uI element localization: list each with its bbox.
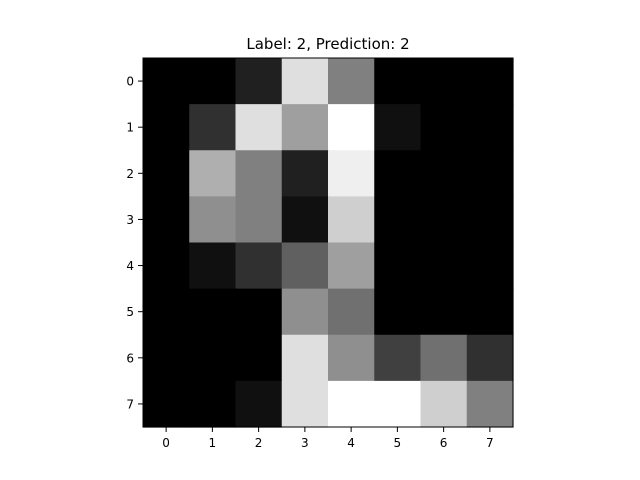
heatmap-cell-r3-c6	[420, 196, 468, 244]
heatmap-cell-r2-c3	[281, 150, 329, 197]
x-axis: 0 1 2 3 4 5 6 7	[162, 427, 494, 450]
heatmap-cell-r0-c0	[143, 58, 190, 105]
heatmap-cell-r0-c5	[374, 58, 422, 105]
y-tick-label-4: 4	[126, 259, 134, 273]
heatmap-cell-r4-c3	[281, 242, 329, 290]
y-tick-label-6: 6	[126, 351, 134, 365]
heatmap-cell-r4-c4	[328, 242, 375, 290]
heatmap-cell-r6-c6	[420, 334, 468, 382]
heatmap-cell-r4-c2	[235, 242, 283, 290]
heatmap-cell-r6-c2	[235, 334, 283, 382]
heatmap-cell-r1-c5	[374, 104, 422, 151]
heatmap-cell-r5-c6	[420, 288, 468, 336]
heatmap-cell-r4-c6	[420, 242, 468, 290]
heatmap-cell-r6-c0	[143, 334, 190, 382]
heatmap-cell-r2-c1	[189, 150, 237, 197]
chart-title: Label: 2, Prediction: 2	[246, 35, 409, 53]
heatmap-cell-r2-c4	[328, 150, 375, 197]
heatmap-cell-r6-c1	[189, 334, 237, 382]
x-tick-label-3: 3	[301, 436, 309, 450]
heatmap-cell-r1-c6	[420, 104, 468, 151]
heatmap-cell-r7-c1	[189, 380, 237, 428]
heatmap-cell-r1-c2	[235, 104, 283, 151]
heatmap-cell-r7-c6	[420, 380, 468, 428]
heatmap-cell-r2-c0	[143, 150, 190, 197]
heatmap-cell-r5-c0	[143, 288, 190, 336]
heatmap-cells	[143, 58, 514, 428]
heatmap-cell-r1-c1	[189, 104, 237, 151]
heatmap-cell-r1-c3	[281, 104, 329, 151]
heatmap-cell-r1-c4	[328, 104, 375, 151]
heatmap-cell-r3-c7	[466, 196, 514, 244]
x-tick-label-0: 0	[162, 436, 170, 450]
heatmap-cell-r7-c3	[281, 380, 329, 428]
heatmap-cell-r4-c1	[189, 242, 237, 290]
heatmap-cell-r1-c7	[466, 104, 514, 151]
heatmap-cell-r7-c7	[466, 380, 514, 428]
heatmap-cell-r4-c5	[374, 242, 422, 290]
heatmap-cell-r5-c3	[281, 288, 329, 336]
y-tick-label-3: 3	[126, 213, 134, 227]
heatmap-cell-r3-c3	[281, 196, 329, 244]
heatmap-cell-r3-c4	[328, 196, 375, 244]
x-tick-label-5: 5	[394, 436, 402, 450]
heatmap-cell-r0-c1	[189, 58, 237, 105]
x-tick-label-6: 6	[440, 436, 448, 450]
heatmap-cell-r7-c0	[143, 380, 190, 428]
heatmap-cell-r5-c5	[374, 288, 422, 336]
x-tick-label-1: 1	[209, 436, 217, 450]
heatmap-cell-r0-c3	[281, 58, 329, 105]
heatmap-cell-r3-c0	[143, 196, 190, 244]
y-tick-label-2: 2	[126, 167, 134, 181]
heatmap-cell-r5-c4	[328, 288, 375, 336]
heatmap-cell-r3-c1	[189, 196, 237, 244]
heatmap-cell-r0-c4	[328, 58, 375, 105]
x-tick-label-7: 7	[486, 436, 494, 450]
heatmap-cell-r0-c2	[235, 58, 283, 105]
heatmap-cell-r5-c1	[189, 288, 237, 336]
x-tick-label-4: 4	[347, 436, 355, 450]
plot-frame	[142, 57, 514, 428]
y-axis: 0 1 2 3 4 5 6 7	[126, 75, 143, 411]
heatmap-cell-r6-c3	[281, 334, 329, 382]
y-tick-label-0: 0	[126, 75, 134, 89]
y-tick-label-7: 7	[126, 397, 134, 411]
heatmap-cell-r3-c2	[235, 196, 283, 244]
heatmap-cell-r2-c5	[374, 150, 422, 197]
heatmap-cell-r7-c2	[235, 380, 283, 428]
x-tick-label-2: 2	[255, 436, 263, 450]
heatmap-cell-r1-c0	[143, 104, 190, 151]
heatmap-cell-r4-c0	[143, 242, 190, 290]
y-tick-label-5: 5	[126, 305, 134, 319]
heatmap-cell-r2-c7	[466, 150, 514, 197]
heatmap-cell-r7-c4	[328, 380, 375, 428]
heatmap-cell-r6-c7	[466, 334, 514, 382]
heatmap-cell-r6-c5	[374, 334, 422, 382]
heatmap-cell-r2-c6	[420, 150, 468, 197]
heatmap-cell-r4-c7	[466, 242, 514, 290]
heatmap-cell-r7-c5	[374, 380, 422, 428]
heatmap-cell-r3-c5	[374, 196, 422, 244]
heatmap-cell-r0-c7	[466, 58, 514, 105]
heatmap-cell-r6-c4	[328, 334, 375, 382]
heatmap-cell-r5-c7	[466, 288, 514, 336]
heatmap-cell-r5-c2	[235, 288, 283, 336]
y-tick-label-1: 1	[126, 121, 134, 135]
heatmap-cell-r2-c2	[235, 150, 283, 197]
heatmap-cell-r0-c6	[420, 58, 468, 105]
